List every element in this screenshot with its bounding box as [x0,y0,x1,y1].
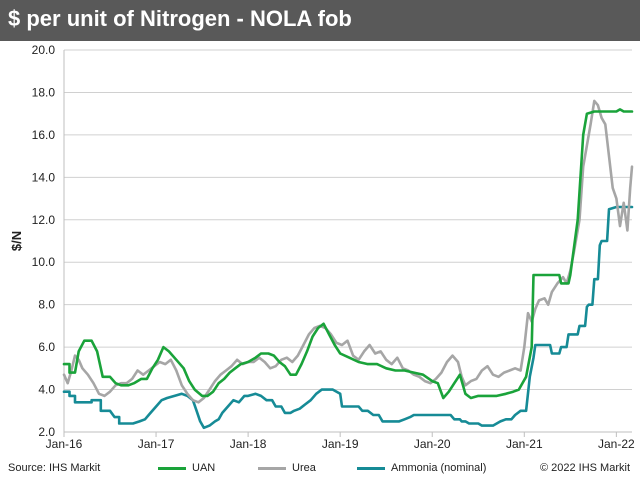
copyright-note: © 2022 IHS Markit [539,462,630,474]
x-tick-label: Jan-16 [46,437,83,451]
x-tick-label: Jan-21 [506,437,543,451]
chart-title: $ per unit of Nitrogen - NOLA fob [8,6,352,31]
legend-label-urea: Urea [292,462,316,474]
y-tick-label: 8.0 [38,298,55,312]
y-tick-label: 18.0 [32,85,56,99]
y-tick-label: 16.0 [32,128,56,142]
y-axis-title: $/N [9,231,24,251]
series-line-urea [62,99,634,404]
legend-item-ammonia: Ammonia (nominal) [357,462,486,474]
legend-swatch-urea [258,466,286,470]
series-line-uan [62,108,634,400]
series-line-ammonia [62,205,634,430]
x-tick-label: Jan-19 [322,437,359,451]
x-tick-label: Jan-17 [138,437,175,451]
x-tick-label: Jan-20 [414,437,451,451]
y-tick-label: 14.0 [32,170,56,184]
y-tick-label: 20.0 [32,43,56,57]
legend-label-uan: UAN [192,462,216,474]
y-tick-label: 6.0 [38,340,55,354]
title-bar: $ per unit of Nitrogen - NOLA fob [0,0,640,41]
chart-footer: Source: IHS Markit UAN Urea Ammonia (nom… [0,458,640,480]
y-tick-label: 2.0 [38,425,55,439]
y-tick-label: 10.0 [32,255,56,269]
legend-item-urea: Urea [258,462,316,474]
x-tick-label: Jan-18 [230,437,267,451]
legend-swatch-ammonia [357,466,385,470]
legend-label-ammonia: Ammonia (nominal) [391,462,487,474]
x-tick-label: Jan-22 [598,437,635,451]
legend-swatch-uan [158,466,186,470]
y-tick-label: 4.0 [38,383,55,397]
legend-item-uan: UAN [158,462,215,474]
y-tick-label: 12.0 [32,213,56,227]
line-chart: 2.0 4.0 6.0 8.0 10.0 12.0 14.0 16.0 18.0 20.0 Jan-… [9,43,635,451]
source-note: Source: IHS Markit [8,462,101,474]
